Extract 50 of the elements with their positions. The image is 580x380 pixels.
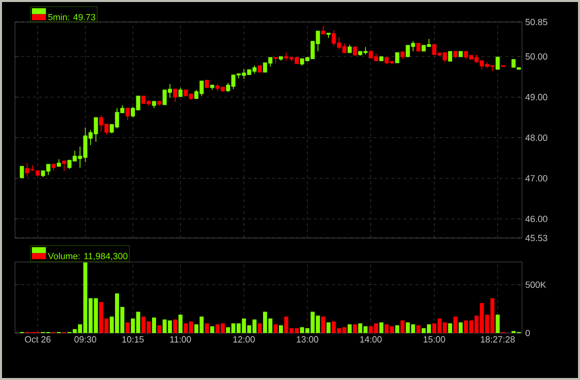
x-tick-label: 10:15 bbox=[122, 336, 144, 343]
bar bbox=[400, 320, 405, 333]
y-tick-label: 50.85 bbox=[526, 18, 548, 26]
bar bbox=[178, 314, 182, 333]
x-tick-label: Oct 26 bbox=[24, 336, 51, 343]
bar bbox=[157, 325, 162, 333]
bar bbox=[278, 325, 283, 333]
bar bbox=[352, 324, 357, 333]
candlestick bbox=[395, 52, 400, 64]
x-tick-label: 15:00 bbox=[424, 336, 446, 343]
bar bbox=[448, 323, 452, 333]
x-tick-label: 09:30 bbox=[74, 336, 96, 343]
candlestick bbox=[20, 166, 24, 179]
y-tick-label: 46.00 bbox=[525, 216, 548, 222]
candlestick bbox=[496, 56, 500, 70]
x-tick-label: 11:00 bbox=[170, 336, 192, 343]
candlestick bbox=[62, 160, 66, 172]
bar bbox=[326, 322, 331, 333]
bar bbox=[496, 314, 500, 333]
x-tick-label: 18:27:28 bbox=[480, 336, 515, 343]
legend-label: 5min: 49.73 bbox=[48, 14, 96, 20]
y-tick-label: 49.00 bbox=[525, 94, 548, 100]
y-tick-label: 48.00 bbox=[525, 134, 548, 141]
bar bbox=[258, 323, 262, 333]
x-tick-label: 12:00 bbox=[233, 336, 255, 343]
y-tick-label: 47.00 bbox=[525, 175, 548, 182]
y-tick-label: 0 bbox=[526, 330, 530, 336]
bar bbox=[210, 326, 214, 333]
bar bbox=[395, 325, 400, 333]
candlestick bbox=[274, 56, 278, 64]
y-tick-label: 50.00 bbox=[526, 53, 548, 60]
y-tick-label: 45.53 bbox=[525, 234, 548, 242]
bar bbox=[348, 324, 352, 333]
bar bbox=[321, 316, 326, 333]
bar bbox=[458, 322, 463, 333]
x-tick-label: 13:00 bbox=[296, 336, 318, 343]
bar bbox=[126, 322, 130, 333]
legend-label: Volume: 11,984,300 bbox=[48, 252, 128, 260]
bar bbox=[173, 319, 178, 333]
y-tick-label: 500K bbox=[526, 282, 546, 288]
bar bbox=[416, 325, 420, 333]
candlestick bbox=[448, 50, 452, 62]
candlestick bbox=[173, 88, 178, 102]
bar bbox=[152, 318, 156, 333]
x-tick-label: 14:00 bbox=[360, 336, 382, 343]
bar bbox=[274, 324, 278, 333]
bar bbox=[204, 323, 209, 333]
bar bbox=[379, 322, 384, 333]
bar bbox=[453, 316, 458, 333]
candlestick bbox=[126, 108, 130, 121]
